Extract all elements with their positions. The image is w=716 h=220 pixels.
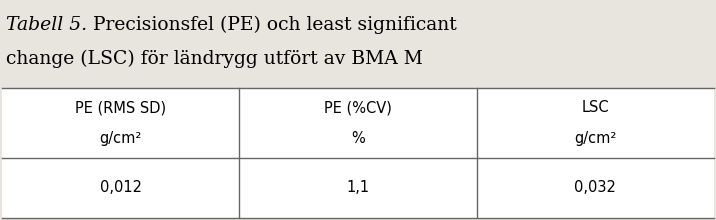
Text: Tabell 5.: Tabell 5.: [6, 16, 87, 34]
Text: Precisionsfel (PE) och least significant: Precisionsfel (PE) och least significant: [87, 16, 457, 34]
Text: LSC: LSC: [581, 100, 609, 115]
Text: change (LSC) för ländrygg utfört av BMA M: change (LSC) för ländrygg utfört av BMA …: [6, 50, 423, 68]
Bar: [2, 88, 714, 218]
Text: 0,032: 0,032: [574, 180, 616, 196]
Text: PE (%CV): PE (%CV): [324, 100, 392, 115]
Text: 1,1: 1,1: [347, 180, 369, 196]
Text: PE (RMS SD): PE (RMS SD): [75, 100, 166, 115]
Text: %: %: [351, 131, 365, 146]
Text: g/cm²: g/cm²: [574, 131, 616, 146]
Text: 0,012: 0,012: [100, 180, 142, 196]
Text: g/cm²: g/cm²: [100, 131, 142, 146]
